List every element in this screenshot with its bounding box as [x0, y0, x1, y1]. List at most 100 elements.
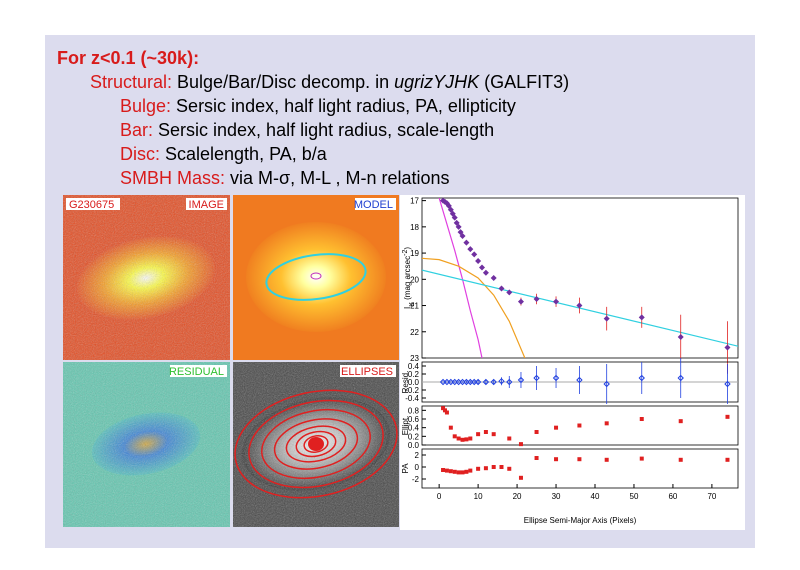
point: [677, 374, 684, 382]
point: [448, 425, 453, 430]
label-part: I: [403, 307, 412, 309]
point: [724, 344, 731, 351]
text: Scalelength, PA, b/a: [160, 144, 328, 164]
line: Disc: Scalelength, PA, b/a: [120, 144, 328, 164]
label-box: [186, 198, 227, 210]
x-tick-label: 70: [707, 492, 716, 501]
point: [533, 295, 540, 302]
y-tick-label: 18: [410, 223, 419, 232]
point: [452, 434, 457, 439]
point: [678, 419, 683, 424]
point: [577, 457, 582, 462]
image-label: IMAGE: [189, 199, 224, 211]
point: [552, 374, 560, 382]
label-box: [340, 365, 396, 377]
point: [499, 465, 504, 469]
text: via M-σ, M-L , M-n relations: [225, 168, 449, 188]
text: ugrizYJHK: [394, 72, 480, 92]
point: [479, 264, 486, 271]
point: [456, 470, 461, 475]
text: Sersic index, half light radius, scale-l…: [153, 120, 494, 140]
ellipse: [310, 272, 322, 280]
point: [460, 470, 465, 475]
point: [475, 257, 482, 264]
point: [444, 410, 449, 415]
label-part: PA: [401, 463, 410, 474]
point: [455, 223, 462, 230]
point: [534, 430, 539, 434]
x-tick-label: 10: [474, 492, 483, 501]
y-tick-label: 23: [410, 354, 419, 363]
y-tick-label: 0.2: [408, 432, 420, 441]
y-axis-label: Ellipt.: [401, 416, 410, 436]
line: SMBH Mass: via M-σ, M-L , M-n relations: [120, 168, 450, 188]
point: [604, 457, 609, 462]
point: [638, 374, 645, 382]
point: [554, 457, 559, 462]
point: [554, 425, 559, 430]
point: [482, 269, 489, 276]
key: Bulge:: [120, 96, 171, 116]
image-label: MODEL: [354, 199, 393, 211]
y-tick-label: 20: [410, 275, 419, 284]
point: [576, 376, 583, 384]
point: [506, 378, 513, 386]
x-tick-label: 30: [552, 492, 561, 501]
point: [553, 298, 560, 305]
point: [507, 466, 512, 471]
image-panels: G230675 IMAGE MODEL RESIDUAL ELLIPSES: [63, 195, 399, 527]
label-part: (mag arcsec: [403, 256, 412, 302]
plot-frame: [421, 448, 739, 489]
heading: For z<0.1 (~30k):: [57, 48, 199, 68]
label-part: -2: [402, 250, 409, 256]
point: [725, 414, 730, 419]
point: [491, 465, 496, 469]
x-axis-label: Ellipse Semi-Major Axis (Pixels): [524, 516, 637, 525]
point: [444, 468, 449, 473]
y-axis-label: Resid.: [401, 371, 410, 394]
image-label: ELLIPSES: [341, 366, 393, 378]
key: Disc:: [120, 144, 160, 164]
x-tick-label: 60: [668, 492, 677, 501]
point: [506, 289, 513, 296]
key: Structural:: [90, 72, 172, 92]
point: [517, 298, 524, 305]
x-tick-label: 0: [437, 492, 442, 501]
text: Sersic index, half light radius, PA, ell…: [171, 96, 516, 116]
noise: [63, 195, 230, 360]
point: [490, 378, 497, 386]
point: [483, 466, 488, 471]
y-tick-label: 0.4: [408, 362, 420, 371]
point: [603, 380, 610, 388]
y-tick-label: 0: [415, 463, 420, 472]
point: [677, 334, 684, 341]
y-tick-label: 17: [410, 197, 419, 206]
point: [476, 466, 481, 471]
label-part: K: [409, 302, 416, 307]
point: [467, 246, 474, 253]
key: Bar:: [120, 120, 153, 140]
point: [463, 239, 470, 246]
point: [534, 456, 539, 460]
point: [507, 436, 512, 441]
point: [468, 468, 473, 473]
point: [603, 315, 610, 322]
point: [482, 378, 490, 386]
point: [490, 275, 497, 281]
point: [639, 456, 644, 461]
point: [441, 468, 446, 472]
y-tick-label: -0.2: [405, 386, 419, 395]
point: [639, 417, 644, 421]
y-tick-label: 2: [415, 451, 420, 460]
label-box: [66, 198, 120, 210]
ellipse-set: [234, 389, 398, 499]
point: [638, 314, 645, 321]
x-tick-label: 40: [591, 492, 600, 501]
model-curve: [422, 257, 526, 358]
point: [518, 475, 523, 480]
point: [464, 437, 469, 442]
point: [517, 376, 525, 384]
x-tick-label: 20: [513, 492, 522, 501]
